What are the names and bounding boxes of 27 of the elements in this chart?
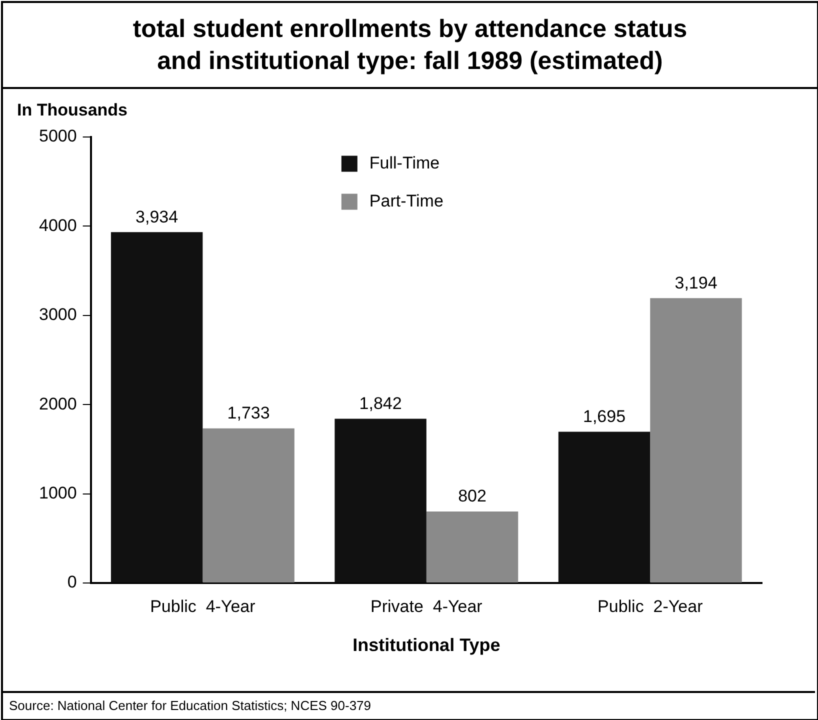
bar (558, 432, 650, 582)
y-tick-label: 1000 (38, 483, 77, 502)
y-tick-label: 3000 (38, 305, 77, 324)
legend-label: Full-Time (369, 153, 440, 172)
bar (426, 511, 518, 582)
data-label: 3,194 (674, 273, 718, 292)
x-axis-title: Institutional Type (352, 635, 500, 656)
y-tick-label: 2000 (38, 394, 77, 414)
y-axis-title: In Thousands (17, 100, 128, 120)
data-label: 1,733 (227, 404, 270, 423)
y-tick-label: 5000 (38, 126, 77, 146)
data-label: 802 (458, 486, 486, 506)
y-tick-label: 0 (67, 572, 77, 592)
bar (110, 232, 203, 582)
data-label: 1,695 (583, 406, 626, 426)
y-tick-label: 4000 (38, 216, 77, 235)
data-label: 1,842 (359, 394, 402, 413)
bar (334, 418, 426, 582)
bar (650, 298, 742, 582)
x-tick-label: Private 4-Year (370, 596, 483, 616)
data-label: 3,934 (136, 207, 178, 226)
source-note: Source: National Center for Education Statistics; NCES 90-379 (3, 691, 815, 719)
chart-title: total student enrollments by attendance status and institutional type: fall 1989 (estimated) (3, 3, 817, 89)
bar (202, 428, 294, 582)
x-tick-label: Public 4-Year (150, 596, 256, 616)
x-tick-label: Public 2-Year (598, 596, 704, 616)
legend-label: Part-Time (369, 191, 444, 210)
